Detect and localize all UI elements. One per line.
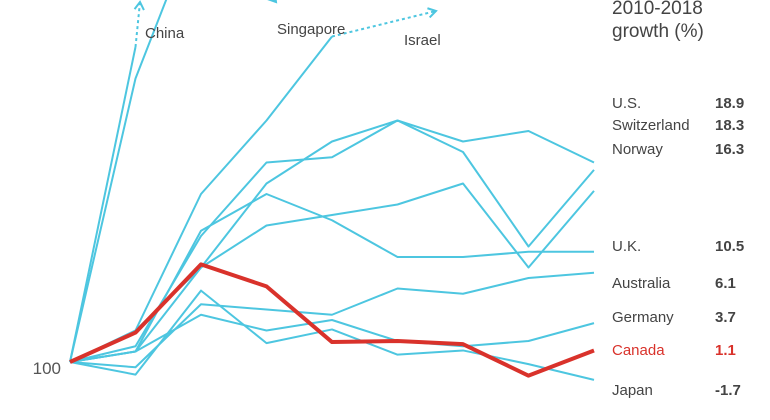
- series-line-u-k: [69, 193, 594, 363]
- growth-value-canada: 1.1: [715, 342, 736, 359]
- growth-value-germany: 3.7: [715, 309, 736, 326]
- series-label-china: China: [145, 25, 185, 42]
- series-line-israel: [69, 35, 333, 363]
- series-label-canada: Canada: [612, 342, 665, 359]
- series-labels: China Singapore Israel U.S. 18.9 Switzerland 1…: [145, 21, 744, 399]
- series-label-singapore: Singapore: [277, 21, 345, 38]
- series-line-canada: [69, 262, 595, 378]
- growth-value-australia: 6.1: [715, 275, 736, 292]
- growth-value-u-s: 18.9: [715, 95, 744, 112]
- series-label-u-k: U.K.: [612, 238, 641, 255]
- series-line-singapore: [69, 0, 168, 363]
- series-label-germany: Germany: [612, 309, 674, 326]
- series-line-japan: [69, 289, 595, 381]
- arrowhead-icon: [267, 0, 278, 4]
- series-line-germany: [69, 313, 595, 363]
- base-index-label: 100: [33, 359, 61, 378]
- offchart-extension-china: [134, 1, 141, 48]
- series-label-australia: Australia: [612, 275, 671, 292]
- series-label-israel: Israel: [404, 32, 441, 49]
- growth-value-norway: 16.3: [715, 141, 744, 158]
- series-lines: [69, 0, 595, 381]
- offchart-extension-singapore: [273, 0, 277, 3]
- arrowhead-icon: [133, 0, 145, 11]
- series-label-japan: Japan: [612, 382, 653, 399]
- series-label-norway: Norway: [612, 141, 663, 158]
- growth-value-u-k: 10.5: [715, 238, 744, 255]
- chart-title-line-1: 2010-2018: [612, 0, 703, 19]
- series-line-u-s: [69, 119, 595, 363]
- chart-title-line-2: growth (%): [612, 21, 704, 42]
- series-label-switzerland: Switzerland: [612, 117, 690, 134]
- series-line-china: [69, 46, 137, 363]
- growth-value-switzerland: 18.3: [715, 117, 744, 134]
- arrowhead-icon: [427, 7, 438, 19]
- series-label-u-s: U.S.: [612, 95, 641, 112]
- growth-value-japan: -1.7: [715, 382, 741, 399]
